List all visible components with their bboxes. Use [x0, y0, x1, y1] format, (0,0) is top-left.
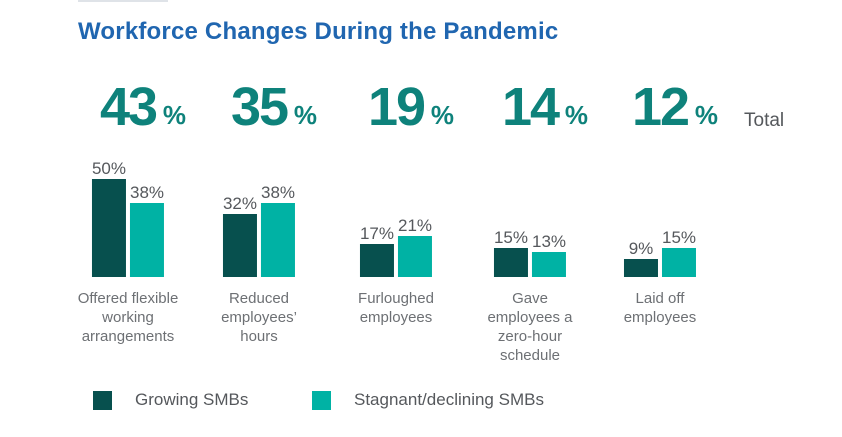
bar-with-label: 32%: [223, 195, 257, 277]
bar-pair: 32% 38%: [223, 184, 295, 277]
category-group: 35% 32% 38% Reduced employees’ hours: [194, 0, 324, 437]
category-label: Laid off employees: [623, 290, 697, 326]
percent-sign: %: [694, 100, 719, 130]
bar-with-label: 9%: [623, 239, 658, 277]
category-group: 14% 15% 13% Gave employees a zero-hour sche…: [465, 0, 595, 437]
category-label: Furloughed employees: [358, 290, 434, 326]
bar-pair: 17% 21%: [360, 217, 432, 277]
total-percentage: 35%: [194, 80, 324, 134]
total-number: 19: [367, 77, 426, 137]
total-number: 43: [99, 77, 158, 137]
bar-with-label: 15%: [662, 229, 696, 277]
legend-item: Stagnant/declining SMBs: [312, 390, 544, 410]
bar: [91, 179, 126, 277]
bar-value-label: 17%: [359, 224, 394, 243]
total-percentage: 12%: [595, 80, 725, 134]
bar: [623, 259, 658, 277]
category-group: 43% 50% 38% Offered flexible working arrang…: [63, 0, 193, 437]
top-rule-divider: [78, 0, 168, 2]
bar: [130, 203, 165, 277]
bar-value-label: 50%: [91, 159, 126, 178]
bar-with-label: 13%: [532, 233, 566, 277]
percent-sign: %: [162, 100, 187, 130]
legend-label: Growing SMBs: [135, 390, 249, 409]
bar-with-label: 50%: [92, 160, 126, 277]
bar-with-label: 17%: [360, 225, 394, 277]
total-number: 35: [230, 77, 289, 137]
total-number: 12: [631, 77, 690, 137]
bar: [493, 248, 528, 277]
bar-value-label: 32%: [222, 194, 257, 213]
bar: [359, 244, 394, 277]
total-percentage: 14%: [465, 80, 595, 134]
bar-with-label: 21%: [398, 217, 432, 277]
total-percentage: 43%: [63, 80, 193, 134]
bar-with-label: 38%: [130, 184, 164, 277]
bar-with-label: 15%: [494, 229, 528, 277]
chart-title: Workforce Changes During the Pandemic: [78, 18, 559, 45]
bar-value-label: 15%: [661, 228, 697, 247]
category-group: 19% 17% 21% Furloughed employees: [331, 0, 461, 437]
bar: [261, 203, 296, 277]
bar-with-label: 38%: [261, 184, 295, 277]
bar: [222, 214, 257, 277]
bar-value-label: 38%: [130, 183, 165, 202]
legend-item: Growing SMBs: [93, 390, 248, 410]
bar-value-label: 9%: [628, 239, 654, 258]
category-group: 12% 9% 15% Laid off employees: [595, 0, 725, 437]
category-label: Gave employees a zero-hour schedule: [487, 290, 573, 364]
percent-sign: %: [564, 100, 589, 130]
total-percentage: 19%: [331, 80, 461, 134]
legend-swatch: [312, 390, 331, 410]
bar-pair: 50% 38%: [92, 160, 164, 277]
bar-value-label: 13%: [532, 232, 567, 251]
percent-sign: %: [430, 100, 455, 130]
category-label: Reduced employees’ hours: [221, 290, 297, 345]
bar-value-label: 38%: [261, 183, 296, 202]
bar-pair: 15% 13%: [494, 229, 566, 277]
total-number: 14: [501, 77, 560, 137]
bar-value-label: 21%: [398, 216, 433, 235]
category-label: Offered flexible working arrangements: [77, 290, 179, 345]
bar: [398, 236, 433, 277]
percent-sign: %: [293, 100, 318, 130]
legend-swatch: [93, 390, 112, 410]
bar: [532, 252, 567, 277]
bar-value-label: 15%: [493, 228, 528, 247]
bar-pair: 9% 15%: [623, 229, 696, 277]
legend-label: Stagnant/declining SMBs: [354, 390, 544, 409]
bar: [662, 248, 696, 277]
total-column-label: Total: [744, 110, 785, 131]
